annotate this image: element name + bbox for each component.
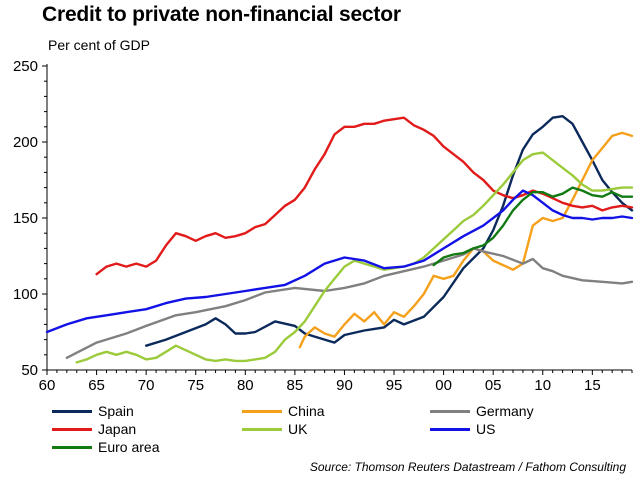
chart-title: Credit to private non-financial sector	[42, 3, 401, 26]
series-line-spain	[144, 114, 634, 347]
x-tick-label: 10	[534, 377, 551, 394]
x-tick-label: 95	[386, 377, 403, 394]
x-tick-label: 00	[435, 377, 452, 394]
series-line-uk	[75, 151, 634, 364]
x-tick-label: 70	[138, 377, 155, 394]
y-tick-label: 100	[13, 286, 38, 303]
x-tick-label: 90	[336, 377, 353, 394]
legend-item: China	[242, 403, 325, 419]
y-tick-label: 200	[13, 134, 38, 151]
series-line-japan	[95, 116, 634, 276]
legend-item: UK	[242, 421, 307, 437]
legend-label: Spain	[98, 403, 134, 419]
legend-swatch	[242, 409, 282, 413]
x-tick-label: 05	[485, 377, 502, 394]
y-tick-label: 50	[21, 362, 38, 379]
series-lines	[45, 114, 634, 364]
series-line-germany	[65, 247, 634, 359]
legend-label: Japan	[98, 421, 137, 437]
x-tick-label: 60	[39, 377, 56, 394]
x-tick-label: 80	[237, 377, 254, 394]
legend-label: UK	[288, 421, 308, 437]
axes: 50 100 150 200 250 60 65 70 75 80 85 90 95 00 05 10 15	[13, 58, 633, 394]
legend-swatch	[52, 445, 92, 449]
x-tick-label: 85	[287, 377, 304, 394]
y-tick-label: 150	[13, 210, 38, 227]
legend-swatch	[430, 427, 470, 431]
series-line-china	[298, 131, 634, 349]
series-line-euro-area	[432, 186, 634, 267]
series-line-us	[45, 189, 634, 334]
legend-item: US	[430, 421, 495, 437]
x-tick-label: 15	[584, 377, 601, 394]
legend-item: Euro area	[52, 439, 159, 455]
legend-swatch	[52, 409, 92, 413]
legend-label: US	[476, 421, 496, 437]
legend-label: Germany	[476, 403, 534, 419]
y-tick-label: 250	[13, 58, 38, 75]
legend-label: China	[288, 403, 325, 419]
x-tick-label: 75	[187, 377, 204, 394]
source-note: Source: Thomson Reuters Datastream / Fat…	[309, 460, 626, 474]
legend-item: Spain	[52, 403, 134, 419]
legend-swatch	[430, 409, 470, 413]
y-axis-unit-label: Per cent of GDP	[48, 37, 150, 53]
x-tick-label: 65	[88, 377, 105, 394]
legend-item: Japan	[52, 421, 136, 437]
legend-item: Germany	[430, 403, 534, 419]
legend-swatch	[52, 427, 92, 431]
legend-swatch	[242, 427, 282, 431]
legend-label: Euro area	[98, 439, 160, 455]
